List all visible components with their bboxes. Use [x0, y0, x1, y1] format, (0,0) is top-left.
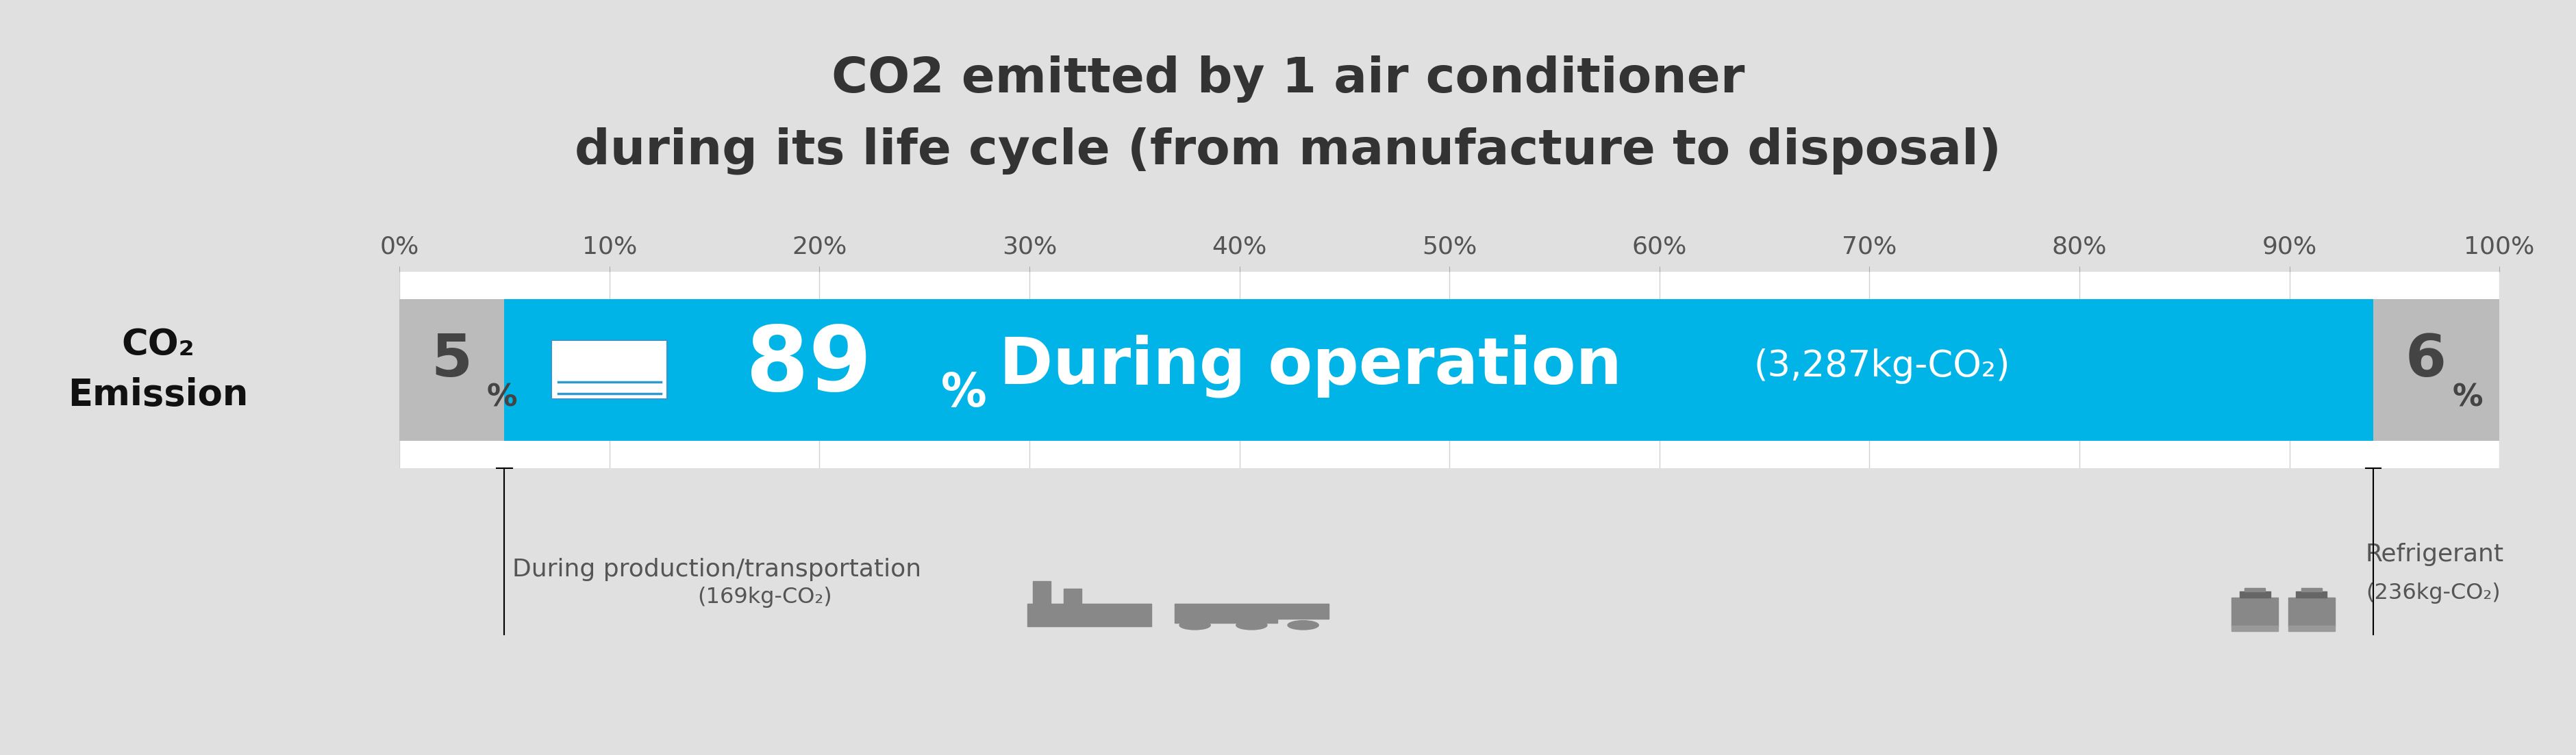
Text: %: %	[2452, 383, 2481, 412]
Text: %: %	[487, 383, 518, 412]
Text: (3,287kg-CO₂): (3,287kg-CO₂)	[1754, 348, 2009, 384]
Text: (169kg-CO₂): (169kg-CO₂)	[698, 587, 832, 608]
Bar	[2231, 598, 2277, 627]
Text: Refrigerant: Refrigerant	[2365, 543, 2504, 566]
Text: %: %	[940, 371, 987, 416]
Bar	[1033, 581, 1051, 612]
Bar	[2244, 588, 2264, 591]
Text: (236kg-CO₂): (236kg-CO₂)	[2365, 583, 2499, 604]
Circle shape	[1236, 621, 1267, 630]
Text: 5: 5	[430, 331, 471, 389]
Text: CO2 emitted by 1 air conditioner: CO2 emitted by 1 air conditioner	[832, 56, 1744, 103]
Bar	[399, 299, 505, 441]
Text: CO₂
Emission: CO₂ Emission	[67, 328, 247, 412]
Bar	[1028, 604, 1151, 627]
Circle shape	[1288, 621, 1319, 630]
Text: 6: 6	[2406, 331, 2445, 389]
Bar	[1175, 604, 1278, 623]
Text: 89: 89	[744, 322, 871, 409]
Bar	[1064, 589, 1082, 612]
Bar	[2239, 591, 2269, 598]
Bar	[2295, 591, 2326, 598]
Bar	[2300, 588, 2321, 591]
Circle shape	[1180, 621, 1211, 630]
Text: During production/transportation: During production/transportation	[513, 558, 920, 581]
Bar	[2231, 626, 2277, 631]
Bar	[2287, 626, 2334, 631]
Text: During operation: During operation	[976, 334, 1620, 398]
Bar	[2372, 299, 2499, 441]
Bar	[505, 299, 2372, 441]
Text: during its life cycle (from manufacture to disposal): during its life cycle (from manufacture …	[574, 127, 2002, 175]
Bar	[2287, 598, 2334, 627]
Bar	[551, 341, 667, 399]
Bar	[1278, 604, 1329, 619]
